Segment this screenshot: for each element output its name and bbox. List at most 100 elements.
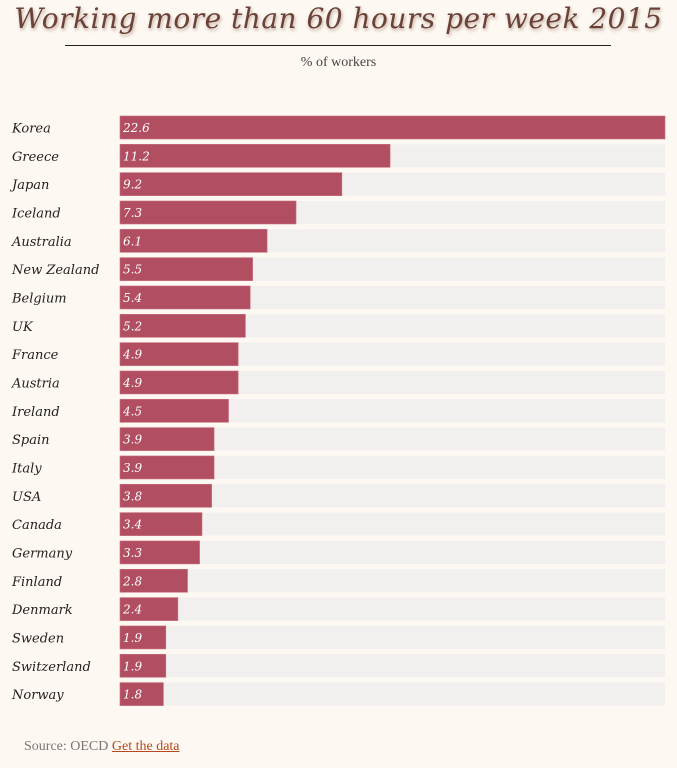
- value-label: 5.2: [123, 319, 142, 333]
- bar[interactable]: [119, 398, 229, 423]
- category-label: Canada: [12, 518, 62, 533]
- category-label: Spain: [12, 433, 50, 448]
- bar-row: Spain 3.9: [12, 427, 665, 451]
- bar-row: Iceland 7.3: [11, 200, 665, 225]
- value-label: 9.2: [123, 178, 142, 192]
- bar[interactable]: [119, 370, 239, 395]
- bar-track: [120, 597, 665, 621]
- bar[interactable]: [119, 540, 200, 565]
- category-label: Finland: [11, 575, 62, 590]
- category-label: Greece: [12, 150, 59, 165]
- bar-track: [120, 540, 665, 564]
- bar[interactable]: [119, 342, 239, 366]
- value-label: 2.4: [122, 603, 142, 617]
- value-label: 4.9: [122, 376, 142, 390]
- bar-row: Italy 3.9: [11, 455, 665, 480]
- bar-track: [120, 370, 665, 394]
- bar[interactable]: [119, 483, 212, 508]
- value-label: 4.5: [122, 404, 142, 418]
- bar-row: Ireland 4.5: [11, 398, 665, 423]
- bar-track: [120, 569, 665, 593]
- bar-track: [120, 427, 665, 451]
- category-label: Italy: [11, 461, 42, 476]
- get-the-data-link[interactable]: Get the data: [111, 739, 180, 754]
- bar[interactable]: [119, 653, 167, 678]
- value-label: 3.3: [123, 546, 142, 560]
- value-label: 5.4: [123, 291, 142, 305]
- category-label: Iceland: [11, 206, 61, 221]
- category-label: Korea: [11, 122, 51, 137]
- chart-subtitle: % of workers: [300, 55, 377, 70]
- bar-row: Norway 1.8: [11, 682, 665, 706]
- bar-row: Denmark 2.4: [11, 597, 665, 621]
- value-label: 1.9: [123, 631, 142, 645]
- bar-row: Finland 2.8: [11, 568, 665, 593]
- value-label: 22.6: [122, 121, 150, 135]
- bar-row: New Zealand 5.5: [11, 257, 665, 281]
- category-label: Belgium: [11, 291, 67, 306]
- category-label: Ireland: [11, 405, 60, 420]
- value-label: 1.8: [123, 688, 142, 702]
- value-label: 4.9: [122, 348, 142, 362]
- category-label: Denmark: [11, 603, 73, 618]
- bar-row: UK 5.2: [12, 314, 665, 338]
- value-label: 7.3: [123, 206, 142, 220]
- category-label: UK: [12, 320, 34, 335]
- bar[interactable]: [119, 257, 253, 281]
- bar[interactable]: [119, 200, 297, 225]
- bar-track: [120, 399, 665, 423]
- bar-track: [120, 314, 665, 338]
- bar-row: Korea 22.6: [11, 115, 666, 140]
- bar-track: [120, 455, 665, 479]
- bar-row: Belgium 5.4: [11, 285, 665, 310]
- bar[interactable]: [119, 568, 188, 593]
- bar-row: France 4.9: [11, 342, 665, 366]
- bar[interactable]: [119, 597, 179, 621]
- bar-row: Canada 3.4: [12, 512, 665, 536]
- value-label: 11.2: [123, 149, 150, 163]
- bar[interactable]: [119, 427, 215, 451]
- bar-track: [120, 682, 665, 706]
- category-label: USA: [12, 490, 41, 505]
- bar-track: [120, 285, 665, 309]
- bar[interactable]: [119, 144, 391, 168]
- bar-row: Greece 11.2: [12, 144, 665, 168]
- bar-track: [120, 257, 665, 281]
- bar[interactable]: [119, 285, 251, 310]
- bar-row: Germany 3.3: [12, 540, 665, 565]
- bar[interactable]: [119, 229, 268, 253]
- bar-row: Australia 6.1: [11, 229, 665, 253]
- value-label: 3.4: [123, 518, 142, 532]
- bar[interactable]: [119, 115, 666, 140]
- bar[interactable]: [119, 455, 215, 480]
- value-label: 3.9: [123, 461, 142, 475]
- bar-track: [120, 342, 665, 366]
- bar-track: [120, 625, 665, 649]
- category-label: Australia: [11, 235, 72, 250]
- category-label: Austria: [11, 376, 60, 391]
- category-label: Sweden: [12, 631, 64, 646]
- category-label: Norway: [11, 688, 64, 703]
- bar[interactable]: [119, 172, 343, 196]
- value-label: 5.5: [123, 263, 142, 277]
- value-label: 3.9: [123, 433, 142, 447]
- bar[interactable]: [119, 625, 167, 650]
- title-divider: [65, 45, 611, 46]
- bar-row: Japan 9.2: [9, 172, 665, 196]
- category-label: Japan: [9, 178, 49, 193]
- category-label: Switzerland: [12, 660, 91, 675]
- chart-title: Working more than 60 hours per week 2015: [14, 2, 663, 35]
- value-label: 2.8: [122, 574, 142, 588]
- bar[interactable]: [119, 314, 246, 338]
- bar-track: [120, 484, 665, 508]
- bar-track: [120, 654, 665, 678]
- bar-track: [120, 512, 665, 536]
- bar[interactable]: [119, 682, 164, 706]
- value-label: 6.1: [123, 234, 142, 248]
- bar[interactable]: [119, 512, 203, 536]
- category-label: France: [11, 348, 59, 363]
- category-label: Germany: [12, 546, 73, 561]
- bar-row: Switzerland 1.9: [12, 653, 665, 678]
- value-label: 3.8: [123, 489, 142, 503]
- source-text: Source: OECD: [24, 739, 109, 754]
